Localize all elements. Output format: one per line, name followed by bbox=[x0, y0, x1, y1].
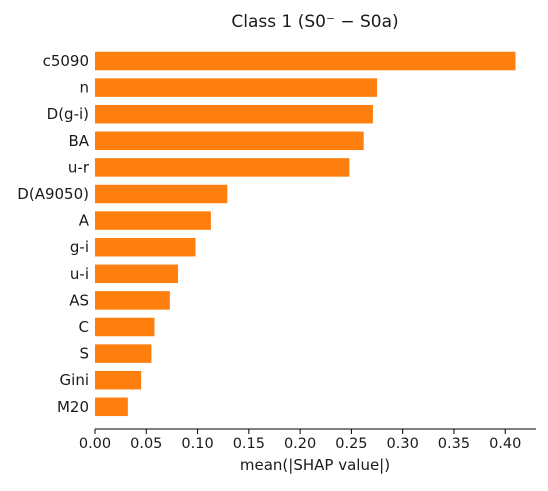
bar-g-i bbox=[95, 237, 196, 257]
x-tick-label: 0.00 bbox=[79, 436, 111, 452]
x-axis-label: mean(|SHAP value|) bbox=[240, 456, 390, 474]
x-tick-label: 0.35 bbox=[438, 436, 470, 452]
bar-d-g-i bbox=[95, 104, 373, 124]
x-tick-label: 0.30 bbox=[387, 436, 419, 452]
bar-ba bbox=[95, 131, 364, 151]
chart-title: Class 1 (S0⁻ − S0a) bbox=[231, 12, 398, 32]
bar-c bbox=[95, 317, 155, 337]
bar-a bbox=[95, 211, 211, 230]
y-tick-labels: c5090 n D(g-i) BA u-r D(A9050) Ag-i u-i AS CS Gini… bbox=[17, 52, 90, 416]
y-tick-label-ba: BA bbox=[68, 132, 89, 150]
x-tick-label: 0.15 bbox=[233, 436, 265, 452]
y-tick-label-g-i: g-i bbox=[70, 238, 89, 256]
bar-c5090 bbox=[95, 51, 516, 71]
bar-m20 bbox=[95, 397, 128, 417]
y-tick-label-s: S bbox=[79, 345, 89, 363]
y-tick-label-m20: M20 bbox=[57, 398, 89, 416]
bar-n bbox=[95, 78, 378, 97]
x-tick-label: 0.05 bbox=[130, 436, 162, 452]
y-tick-label-d-a9050: D(A9050) bbox=[17, 185, 89, 203]
y-tick-label-as: AS bbox=[69, 291, 89, 309]
x-tick-label: 0.20 bbox=[284, 436, 316, 452]
y-tick-label-c5090: c5090 bbox=[43, 52, 89, 70]
bar-s bbox=[95, 344, 152, 363]
bar-as bbox=[95, 291, 170, 310]
bar-u-i bbox=[95, 264, 179, 284]
y-tick-label-n: n bbox=[79, 79, 89, 97]
y-tick-label-u-i: u-i bbox=[70, 265, 89, 283]
x-ticks: 0.00 0.05 0.10 0.15 0.20 0.25 0.30 0.35 0.40 bbox=[79, 429, 521, 452]
x-tick-label: 0.10 bbox=[181, 436, 213, 452]
bars-layer bbox=[95, 51, 516, 417]
y-tick-label-a: A bbox=[79, 212, 90, 230]
y-tick-label-d-g-i: D(g-i) bbox=[47, 105, 89, 123]
x-tick-label: 0.40 bbox=[489, 436, 521, 452]
y-tick-label-u-r: u-r bbox=[68, 158, 90, 176]
x-tick-label: 0.25 bbox=[335, 436, 367, 452]
y-tick-label-c: C bbox=[79, 318, 89, 336]
y-tick-label-gini: Gini bbox=[60, 371, 89, 389]
bar-d-a9050 bbox=[95, 184, 228, 204]
bar-gini bbox=[95, 370, 142, 390]
bar-u-r bbox=[95, 158, 350, 177]
